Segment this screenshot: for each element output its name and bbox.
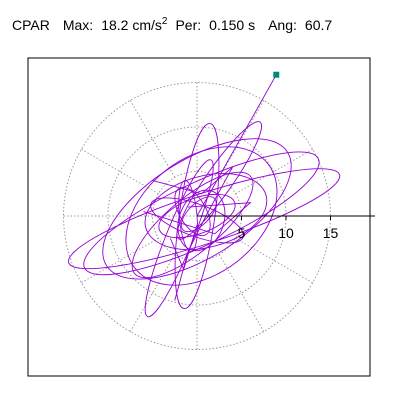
max-value-exponent: 2 <box>161 16 168 27</box>
max-value-text: 18.2 cm/s <box>101 17 162 33</box>
angle-value: 60.7 <box>304 17 333 33</box>
max-marker <box>273 71 280 78</box>
grid-spoke <box>218 100 265 178</box>
max-label: Max: <box>62 17 94 33</box>
grid-spoke <box>235 237 313 284</box>
orbit-loop <box>125 146 278 286</box>
orbit-loop <box>174 187 211 237</box>
period-value: 0.150 s <box>209 17 256 33</box>
axis-tick-label: 10 <box>278 225 294 241</box>
orbit-loop <box>158 193 236 239</box>
grid-spoke <box>218 254 265 332</box>
orbit-loop <box>144 173 268 250</box>
grid-spoke <box>81 237 159 284</box>
max-value: 18.2 cm/s2 <box>101 16 168 34</box>
grid-spoke <box>129 254 176 332</box>
radial-axis: 5 10 15 <box>197 215 375 241</box>
orbit-loop <box>102 138 292 280</box>
chart-header: CPAR Max: 18.2 cm/s2 Per: 0.150 s Ang: 60.7 <box>12 16 333 34</box>
orbit-loop <box>176 121 262 240</box>
orbit-trace <box>68 71 341 318</box>
orbit-loop <box>83 151 320 276</box>
angle-label: Ang: <box>268 17 297 33</box>
orbit-segment <box>152 166 233 217</box>
axis-tick-label: 15 <box>323 225 339 241</box>
orbit-segment <box>143 202 252 235</box>
orbit-segment <box>196 74 277 217</box>
grid-spoke <box>235 148 313 195</box>
orbit-loop <box>177 189 226 252</box>
axis-tick-label: 5 <box>238 225 246 241</box>
orbit-loop <box>144 159 214 318</box>
orbit-segment <box>174 215 207 301</box>
period-label: Per: <box>175 17 202 33</box>
grid-spoke <box>81 148 159 195</box>
component-label: CPAR <box>12 17 50 33</box>
grid-spoke <box>129 100 176 178</box>
plot-frame <box>27 57 371 377</box>
